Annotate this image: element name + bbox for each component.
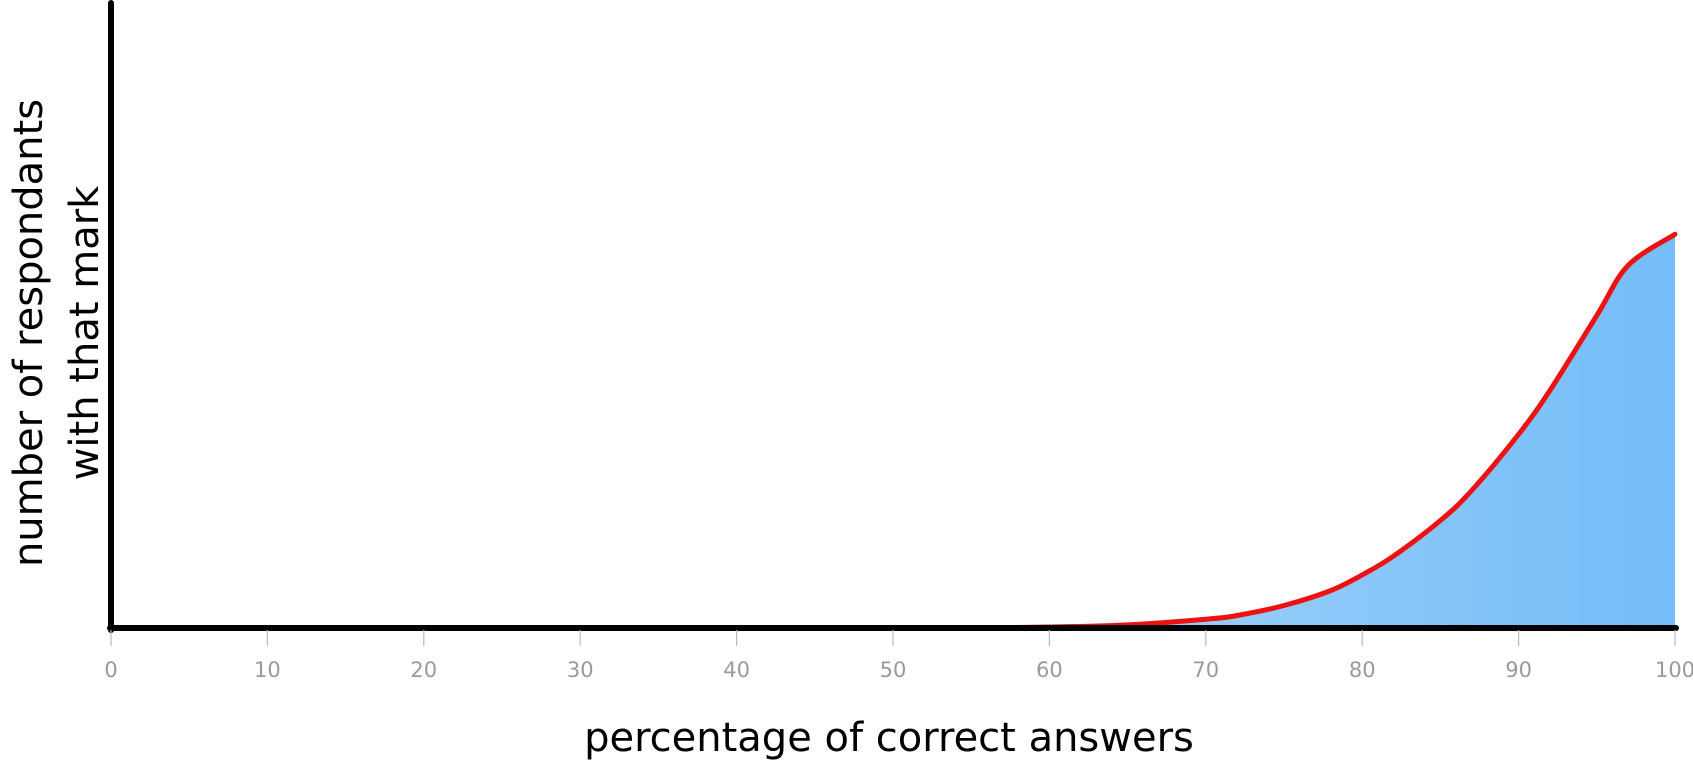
x-tick-label: 10 <box>254 658 281 682</box>
x-tick-label: 30 <box>567 658 594 682</box>
y-axis-title-line: with that mark <box>62 185 108 480</box>
x-tick-label: 100 <box>1655 658 1693 682</box>
x-tick-label: 80 <box>1349 658 1376 682</box>
x-tick-label: 60 <box>1036 658 1063 682</box>
x-tick-label: 40 <box>723 658 750 682</box>
series-area-fill <box>111 234 1675 629</box>
y-axis-title-line: number of respondants <box>6 99 52 567</box>
x-axis-title: percentage of correct answers <box>584 715 1194 761</box>
x-tick-label: 0 <box>104 658 117 682</box>
x-tick-label: 50 <box>880 658 907 682</box>
x-tick-label: 90 <box>1505 658 1532 682</box>
x-tick-label: 20 <box>410 658 437 682</box>
x-tick-label: 70 <box>1192 658 1219 682</box>
